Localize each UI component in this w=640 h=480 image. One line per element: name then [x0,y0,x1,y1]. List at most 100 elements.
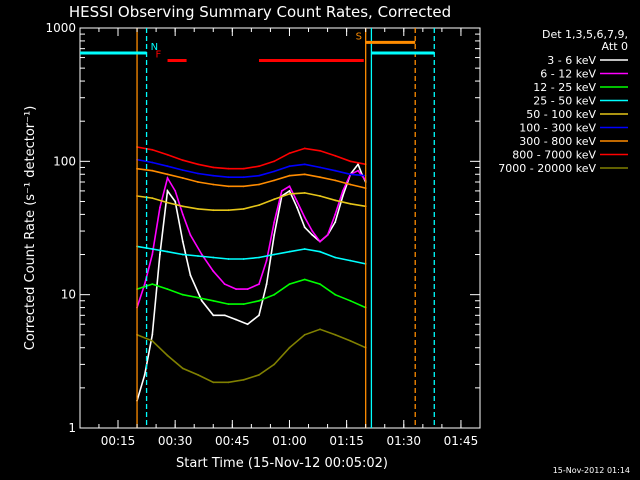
series-6-point [334,179,337,182]
series-1-point [303,216,306,219]
series-6-point [288,174,291,177]
series-3-point [258,256,260,259]
y-axis-label: Corrected Count Rate (s⁻¹ detector⁻¹) [23,106,38,351]
series-5-point [242,176,245,179]
series-8-point [212,381,215,384]
series-1-point [189,234,192,236]
y-tick-label: 100 [53,154,76,168]
series-1-point [273,221,276,224]
legend-label-8: 7000 - 20000 keV [498,162,596,175]
series-7-point [349,160,352,163]
series-1-point [143,283,146,285]
y-tick-label: 10 [61,288,76,302]
series-6-point [212,183,215,186]
legend-label-0: 3 - 6 keV [547,54,596,67]
series-1-point [357,169,359,172]
series-8-point [349,340,352,342]
series-6-point [349,183,352,186]
series-6-point [151,169,154,172]
series-7-point [334,154,337,157]
series-3-point [349,259,352,262]
series-line-2 [136,278,367,309]
legend-label-7: 800 - 7000 keV [512,149,596,162]
series-0-point [181,240,184,243]
series-8-point [197,374,199,376]
series-line-3 [136,245,366,265]
series-8-point [288,346,291,349]
series-2-point [166,288,169,290]
series-1-point [296,200,298,203]
series-8-point [227,381,230,384]
series-4-point [319,195,321,197]
series-0-point [143,374,146,376]
series-2-point [242,303,245,305]
series-2-point [303,278,306,281]
series-7-point [303,147,306,150]
series-line-5 [136,158,366,178]
timestamp: 15-Nov-2012 01:14 [553,466,630,475]
series-5-point [349,173,352,176]
series-5-point [166,165,169,168]
legend-label-2: 12 - 25 keV [533,81,596,94]
series-8-point [151,340,154,342]
series-0-point [265,283,268,285]
series-4-point [303,192,306,194]
series-5-point [319,166,321,169]
series-1-point [341,190,344,192]
series-4-point [197,208,199,210]
series-line-4 [136,192,366,211]
annotation-n: N [151,42,158,53]
series-6-point [303,173,306,176]
series-8-point [166,354,169,357]
series-2-point [181,293,184,296]
series-1-point [319,240,321,243]
series-7-point [273,160,276,163]
series-3-point [242,258,245,260]
series-4-point [212,209,215,212]
legend-label-4: 50 - 100 keV [526,108,596,121]
series-1-point [200,253,203,256]
series-0-point [235,318,238,321]
series-6-point [197,181,199,183]
series-7-point [258,165,260,168]
series-2-point [227,303,230,305]
series-6-point [242,185,245,188]
series-5-point [227,176,230,179]
series-2-point [349,299,352,302]
series-0-point [151,333,154,336]
x-tick-label: 00:15 [101,434,136,448]
series-0-point [200,299,203,302]
series-2-point [197,296,199,299]
series-4-point [258,204,260,207]
series-1-point [280,190,283,192]
series-1-point [212,270,215,273]
series-5-point [303,163,306,166]
x-tick-label: 01:15 [329,434,364,448]
series-6-point [166,173,169,176]
series-8-point [242,378,245,381]
series-7-point [166,153,169,156]
series-0-point [303,226,306,229]
series-2-point [273,293,276,296]
series-7-point [181,159,184,162]
series-6-point [319,176,321,179]
series-3-point [181,253,184,256]
series-1-point [181,213,184,216]
legend-label-6: 300 - 800 keV [519,135,596,148]
series-1-point [235,288,238,290]
series-5-point [151,161,154,164]
series-0-point [357,163,359,166]
series-8-point [258,374,260,376]
series-8-point [303,333,306,336]
series-0-point [296,206,298,209]
series-2-point [334,293,337,296]
legend-header-1: Det 1,3,5,6,7,9, [542,28,628,41]
series-5-point [197,172,199,175]
series-3-point [197,255,199,257]
series-0-point [212,314,215,317]
series-4-point [334,199,337,202]
series-0-point [223,314,226,317]
series-3-point [273,253,276,256]
